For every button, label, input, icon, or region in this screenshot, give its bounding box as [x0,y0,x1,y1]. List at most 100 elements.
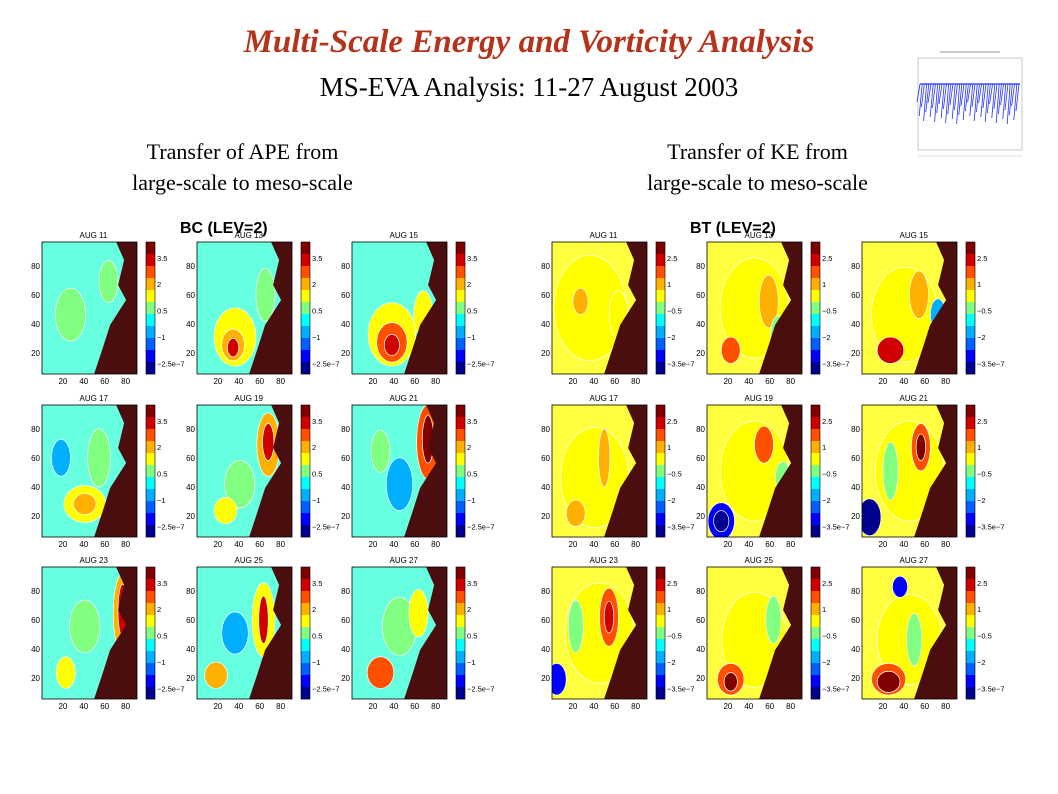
bt-colorbar-swatch [966,326,975,339]
bt-y-tick-label: 20 [541,674,550,683]
bt-x-tick-label: 80 [941,540,950,549]
bt-colorbar-swatch [966,603,975,616]
bc-land-mass [404,405,447,537]
thumb-vector-stroke [969,83,974,117]
bt-y-tick-label: 80 [541,262,550,271]
bt-colorbar-swatch [656,639,665,652]
bt-colorbar-swatch [656,477,665,490]
bt-colorbar-tick-label: 2.5 [667,254,677,263]
bt-y-tick-label: 40 [696,483,705,492]
bt-colorbar-swatch [656,302,665,315]
bc-y-tick-label: 20 [31,674,40,683]
right-heading-line-2: large-scale to meso-scale [647,170,868,195]
bt-panel: AUG 15 80 60 40 20 20 40 60 80 2.5 1 −0.5 −2 −3.5e−7 [851,231,1004,386]
bt-contour-region [713,510,730,533]
bt-colorbar-tick-label: −3.5e−7 [977,359,1005,368]
bt-y-tick-label: 20 [541,512,550,521]
bt-x-tick-label: 60 [765,377,774,386]
bc-colorbar-swatch [301,441,310,454]
bc-colorbar-swatch [456,266,465,279]
bt-y-tick-label: 80 [851,262,860,271]
bt-panel: AUG 11 80 60 40 20 20 40 60 80 2.5 1 −0.5 −2 −3.5e−7 [541,231,694,386]
bt-colorbar-swatch [811,302,820,315]
page-subtitle: MS-EVA Analysis: 11-27 August 2003 [319,72,739,102]
thumb-vector-stroke [927,83,932,104]
bc-colorbar-swatch [456,603,465,616]
bc-y-tick-label: 80 [186,425,195,434]
bt-colorbar-swatch [966,687,975,700]
bt-colorbar-tick-label: −2 [977,333,986,342]
bc-y-tick-label: 80 [186,587,195,596]
bt-colorbar-swatch [966,314,975,327]
bt-colorbar-tick-label: −3.5e−7 [822,684,850,693]
bc-contour-region [55,656,76,689]
bc-colorbar-swatch [456,579,465,592]
bc-x-tick-label: 60 [100,540,109,549]
bt-x-tick-label: 60 [765,540,774,549]
bc-figure: BC (LEV=2) AUG 11 80 60 40 20 20 40 60 80 3.5 2 0.5 −… [31,220,494,711]
thumb-vector-stroke [956,83,960,125]
bc-y-tick-label: 20 [186,349,195,358]
bc-y-tick-label: 80 [31,587,40,596]
bc-contour-region [224,460,256,509]
bc-contour-region [221,611,249,655]
bc-colorbar-swatch [146,603,155,616]
bt-colorbar-tick-label: 2.5 [977,254,987,263]
thumb-vector-stroke [976,83,980,113]
bc-panel-frame [41,404,138,538]
bt-colorbar-tick-label: −3.5e−7 [977,522,1005,531]
bc-contour-region [69,599,101,654]
bc-colorbar-swatch [301,254,310,267]
thumb-vector-stroke [991,83,996,119]
bc-colorbar-swatch [456,639,465,652]
bc-colorbar-tick-label: 2 [157,280,161,289]
thumb-vector-stroke [987,83,991,114]
bt-y-tick-label: 20 [851,674,860,683]
bt-land-mass [759,405,802,537]
bt-colorbar-swatch [966,465,975,478]
bt-contour-region [906,612,923,667]
bt-contour-region [565,499,586,527]
bt-y-tick-label: 20 [541,349,550,358]
bt-colorbar-swatch [966,591,975,604]
bt-contour-region [876,336,905,364]
bt-colorbar-tick-label: 2.5 [822,579,832,588]
bt-y-tick-label: 40 [696,320,705,329]
bc-colorbar-swatch [146,513,155,526]
bt-y-tick-label: 60 [851,454,860,463]
bt-x-tick-label: 80 [941,702,950,711]
bc-colorbar-swatch [146,326,155,339]
bc-colorbar-swatch [456,362,465,375]
bt-colorbar-tick-label: −0.5 [822,470,837,479]
bt-colorbar-swatch [656,525,665,538]
vector-plot-thumbnail [910,44,1028,174]
bt-colorbar-tick-label: 2.5 [667,417,677,426]
bc-x-tick-label: 40 [389,702,398,711]
bt-land-mass [914,242,957,374]
bt-x-tick-label: 60 [610,540,619,549]
bt-colorbar-tick-label: 2.5 [977,579,987,588]
bt-colorbar-tick-label: 2.5 [822,417,832,426]
bc-contour-region [385,457,414,511]
bc-colorbar-swatch [301,278,310,291]
thumb-vector-stroke [918,83,923,117]
bc-x-tick-label: 60 [100,377,109,386]
bt-x-tick-label: 40 [744,377,753,386]
bt-colorbar-swatch [966,405,975,418]
bc-colorbar-swatch [456,687,465,700]
bt-colorbar-swatch [966,501,975,514]
bt-x-tick-label: 40 [589,540,598,549]
bc-colorbar-swatch [456,441,465,454]
bc-contour-region [227,338,240,358]
bt-land-mass [914,567,957,699]
bt-colorbar-swatch [656,579,665,592]
bt-land-mass [604,242,647,374]
thumb-vector-stroke [940,83,945,119]
bc-colorbar-swatch [146,441,155,454]
bt-colorbar-swatch [656,242,665,255]
bt-x-tick-label: 40 [899,377,908,386]
bc-colorbar-swatch [456,513,465,526]
bc-colorbar-swatch [146,429,155,442]
bt-colorbar-tick-label: −2 [822,496,831,505]
bt-panel-title: AUG 19 [745,394,774,403]
